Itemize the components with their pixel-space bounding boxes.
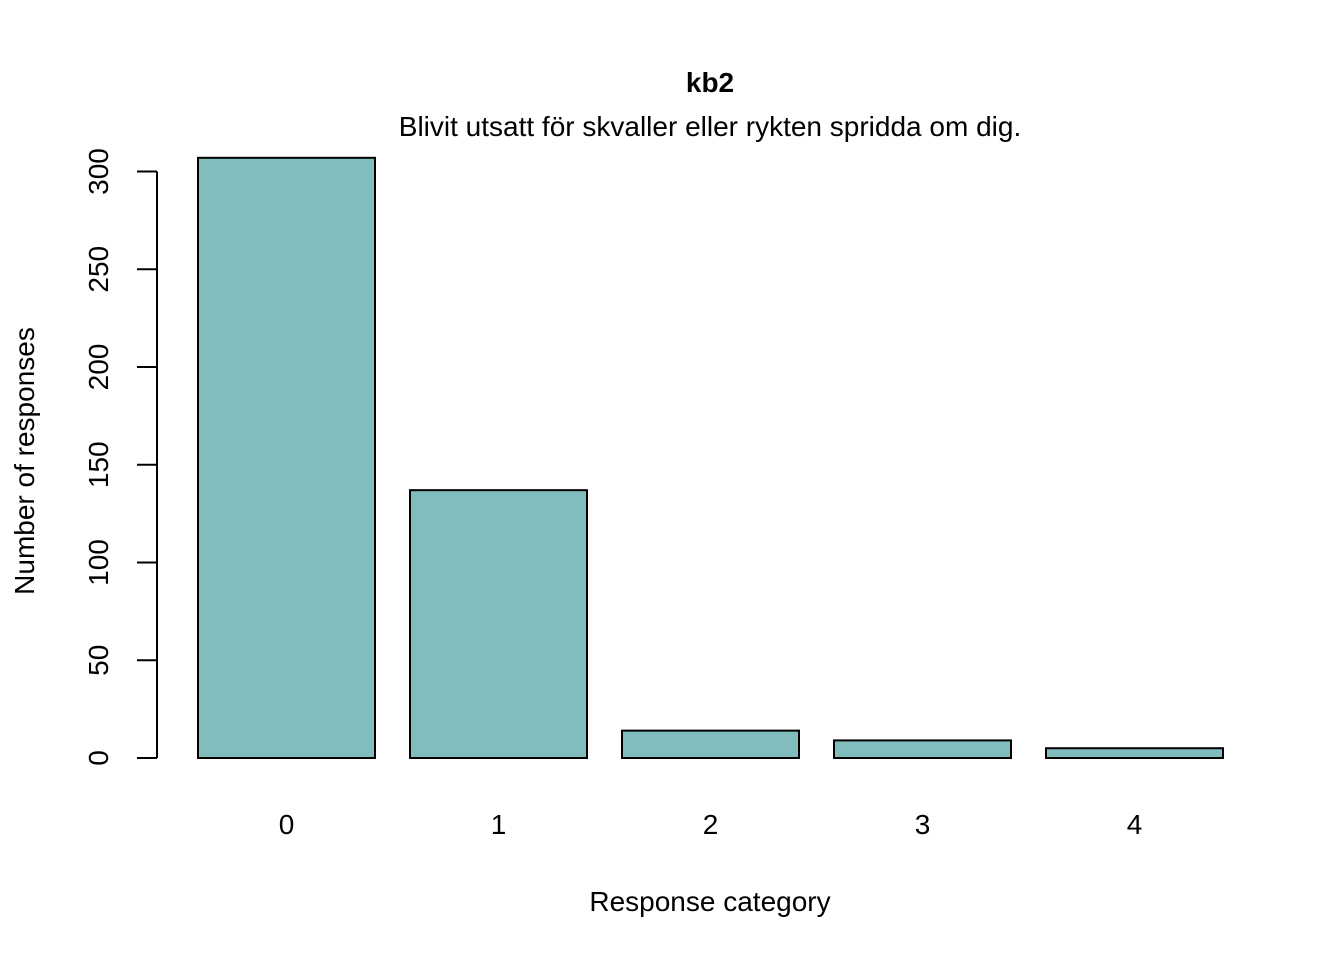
x-axis-label: Response category [589,886,830,917]
y-axis: 0 50 100 150 200 250 300 [83,148,158,766]
y-axis-label: Number of responses [9,327,40,595]
x-tick-label: 0 [279,809,295,840]
chart-subtitle: Blivit utsatt för skvaller eller rykten… [399,111,1021,142]
y-tick-label: 50 [83,645,114,676]
y-tick-label: 300 [83,148,114,195]
x-tick-label: 1 [491,809,507,840]
y-tick-label: 0 [83,750,114,766]
bar-3 [833,739,1012,760]
y-tick-label: 100 [83,539,114,586]
bar-0 [197,156,376,759]
y-tick-label: 200 [83,344,114,391]
y-tick-label: 250 [83,246,114,293]
bar-4 [1045,747,1224,759]
bar-2 [621,729,800,760]
x-tick-labels: 0 1 2 3 4 [279,809,1143,840]
x-tick-label: 2 [703,809,719,840]
bar-1 [409,489,588,759]
bars-group [197,156,1224,760]
y-tick-label: 150 [83,441,114,488]
chart-title: kb2 [686,67,734,98]
x-tick-label: 4 [1127,809,1143,840]
x-tick-label: 3 [915,809,931,840]
